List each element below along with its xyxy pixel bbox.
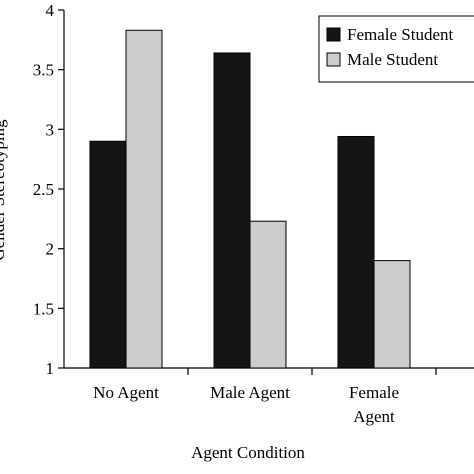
y-axis: 1 1.5 2 2.5 3 3.5 4: [33, 1, 65, 378]
bar-female-student-1: [213, 52, 251, 369]
legend-swatch-male-student: [326, 52, 341, 67]
y-tick-label: 4: [46, 1, 55, 20]
legend-box: [318, 15, 474, 83]
bar-male-student-2: [373, 260, 411, 369]
bar-male-student-0: [125, 29, 163, 369]
x-category-label: Agent: [353, 407, 395, 426]
y-tick-label: 1: [46, 359, 55, 378]
y-axis-title: Gender Stereotyping: [0, 119, 8, 261]
x-axis-title: Agent Condition: [191, 443, 305, 462]
y-tick-label: 2: [46, 240, 55, 259]
y-tick-label: 2.5: [33, 180, 54, 199]
y-tick-label: 3: [46, 120, 55, 139]
bar-female-student-0: [89, 140, 127, 369]
y-tick-label: 3.5: [33, 61, 54, 80]
bars: [89, 29, 411, 369]
legend-label-male-student: Male Student: [347, 50, 438, 69]
bar-female-student-2: [337, 135, 375, 369]
x-category-label: No Agent: [93, 383, 159, 402]
legend-label-female-student: Female Student: [347, 25, 454, 44]
x-category-label: Female: [349, 383, 399, 402]
legend-swatch-female-student: [326, 27, 341, 42]
bar-male-student-1: [249, 220, 287, 369]
legend: Female Student Male Student: [318, 15, 474, 83]
x-axis: No Agent Male Agent Female Agent: [64, 367, 474, 426]
y-tick-label: 1.5: [33, 299, 54, 318]
x-category-label: Male Agent: [210, 383, 290, 402]
